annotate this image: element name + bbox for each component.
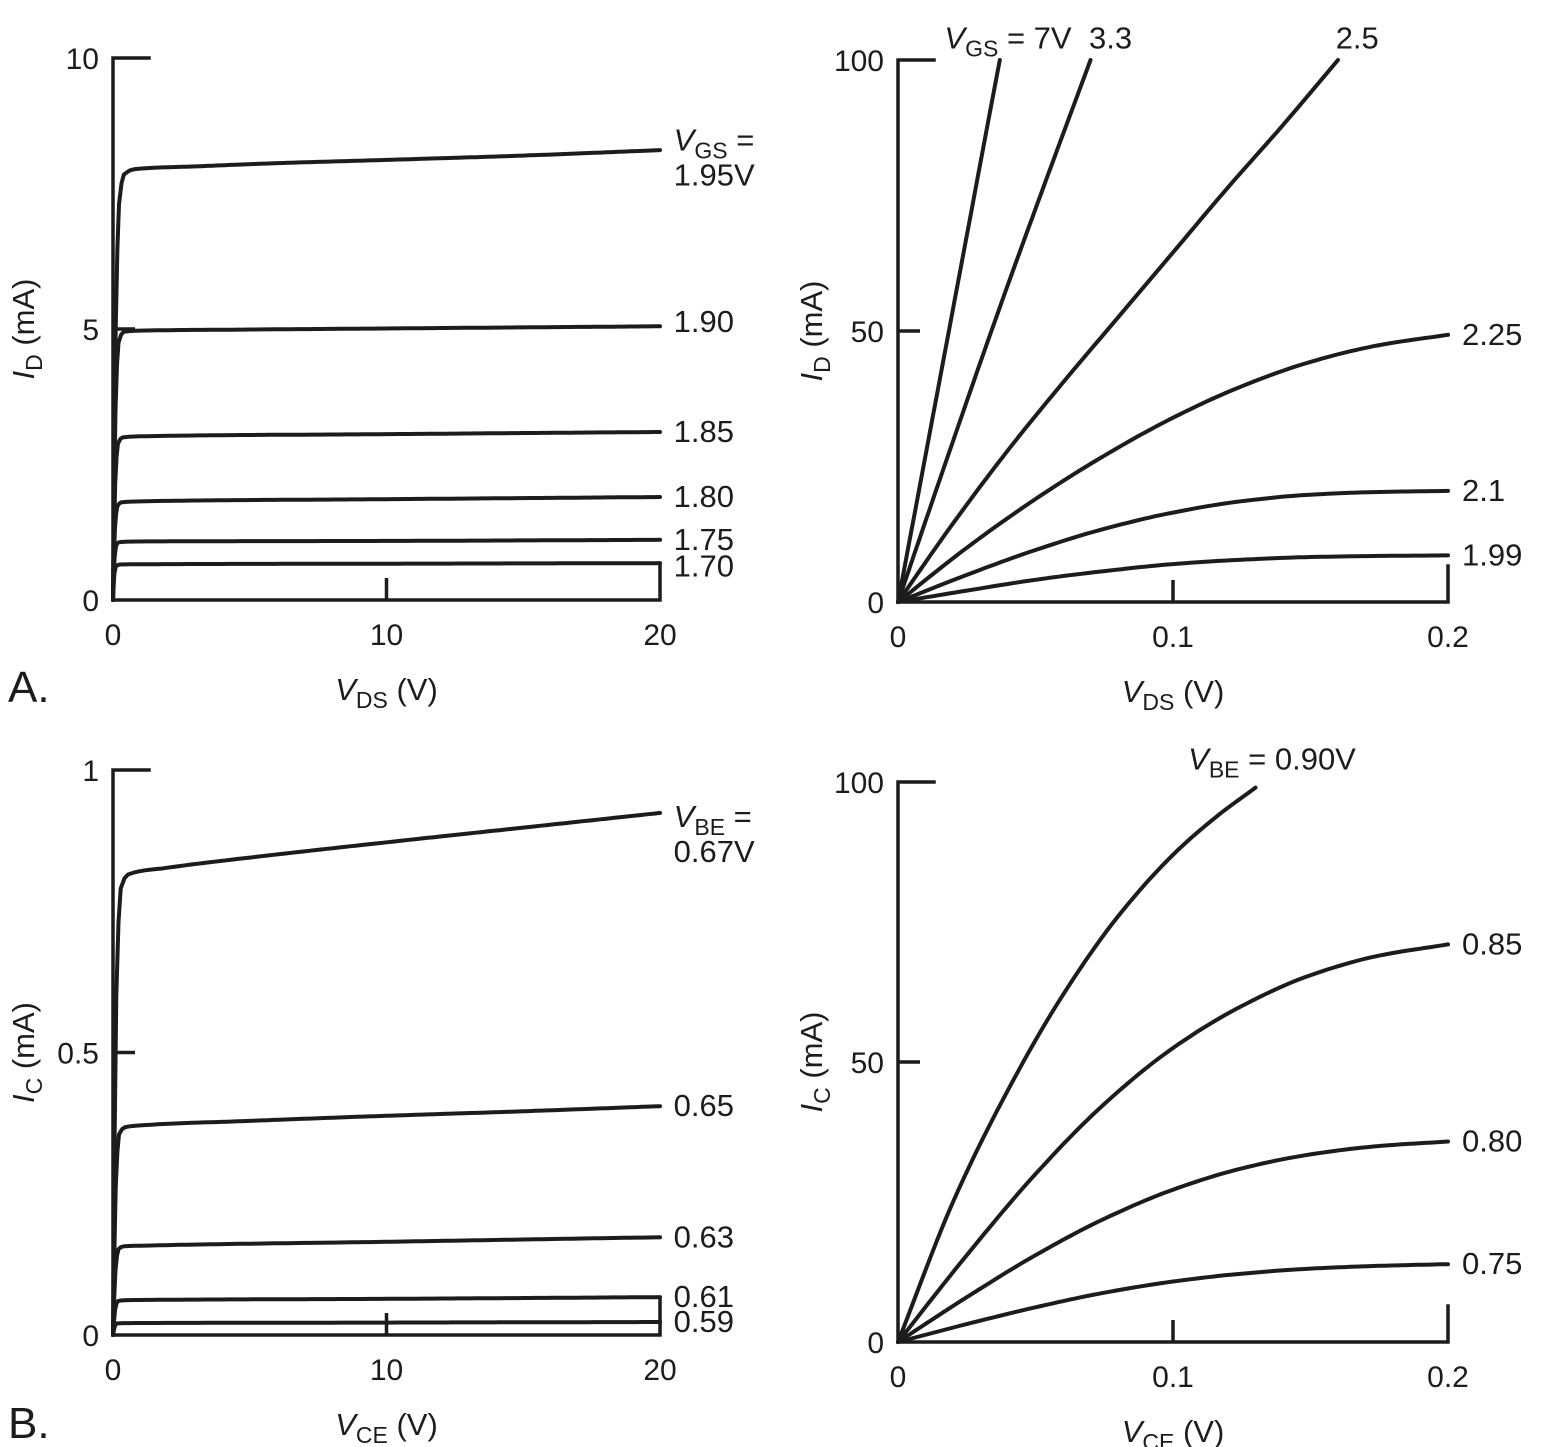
y-tick-label: 0 [867, 587, 884, 620]
y-tick-label: 50 [851, 1047, 884, 1080]
chart-mosfet-output-wide: 0 5 10 0 10 20 VDS (V) ID (mA) VGS =1.95V 1.90 1.8… [6, 43, 755, 713]
series-label: 2.5 [1336, 20, 1379, 55]
y-tick-label: 0 [82, 1320, 99, 1353]
x-axis-label: VCE (V) [1122, 1414, 1225, 1447]
series-label: 0.65 [674, 1088, 734, 1123]
series-label: 2.25 [1462, 317, 1522, 352]
curve-vgs-1.70-v [111, 561, 662, 602]
series-label: 0.63 [674, 1219, 734, 1254]
curve-vgs-2.1-v [896, 488, 1450, 604]
series-label: 3.3 [1089, 20, 1132, 55]
y-axis-label: ID (mA) [6, 278, 47, 379]
series-label: 0.59 [674, 1304, 734, 1339]
series-label: 1.85 [674, 414, 734, 449]
y-tick-label: 1 [82, 755, 99, 788]
series-label: 1.90 [674, 304, 734, 339]
panel-letter: B. [8, 1399, 50, 1447]
chart-bjt-output-zoom: 0 50 100 0 0.1 0.2 VCE (V) IC (mA) VBE = 0.90V 0.… [794, 742, 1522, 1447]
series-label: 0.85 [1462, 926, 1522, 961]
y-tick-label: 50 [851, 316, 884, 349]
y-tick-label: 10 [66, 43, 99, 76]
curve-vgs-1.75-v [111, 537, 662, 602]
series-label: 1.70 [674, 548, 734, 583]
curve-vbe-0.85-v [896, 942, 1450, 1344]
x-tick-label: 0.2 [1427, 1361, 1469, 1394]
curve-vgs-1.95-v [111, 148, 662, 602]
curve-vbe-0.90-v [896, 785, 1258, 1344]
x-axis-label: VDS (V) [1122, 674, 1225, 715]
series-label: 1.95V [674, 157, 755, 192]
curve-vgs-2.25-v [896, 332, 1450, 604]
curve-vgs-7-v [896, 58, 1002, 604]
x-axis-label: VCE (V) [335, 1407, 438, 1447]
curve-vgs-1.90-v [111, 324, 662, 602]
curve-vbe-0.75-v [896, 1262, 1450, 1344]
curve-vgs-3.3-v [896, 58, 1093, 604]
series-label: VBE = 0.90V [1188, 742, 1356, 783]
y-tick-label: 0 [867, 1327, 884, 1360]
series-label: 0.67V [674, 834, 755, 869]
curve-vbe-0.80-v [896, 1139, 1450, 1344]
x-tick-label: 10 [370, 619, 403, 652]
series-label: 0.61 [674, 1279, 734, 1314]
curve-vgs-1.80-v [111, 495, 662, 602]
curve-vgs-2.5-v [896, 58, 1340, 604]
series-label: 1.75 [674, 522, 734, 557]
x-tick-label: 20 [643, 619, 676, 652]
x-tick-label: 0.1 [1152, 1361, 1194, 1394]
x-tick-label: 20 [643, 1354, 676, 1387]
x-tick-label: 0.1 [1152, 621, 1194, 654]
series-label: VGS = 7V [944, 20, 1071, 61]
curve-vgs-1.99-v [896, 553, 1450, 604]
series-label: 1.99 [1462, 537, 1522, 572]
y-tick-label: 100 [834, 45, 884, 78]
x-tick-label: 0 [890, 1361, 907, 1394]
series-label: 1.80 [674, 479, 734, 514]
curve-vbe-0.65-v [111, 1104, 662, 1337]
chart-mosfet-output-zoom: 0 50 100 0 0.1 0.2 VDS (V) ID (mA) VGS = 7V 3.3 2.… [794, 20, 1522, 715]
x-axis-label: VDS (V) [335, 672, 438, 713]
y-axis-label: ID (mA) [794, 280, 835, 381]
series-label: 0.80 [1462, 1124, 1522, 1159]
curve-vbe-0.67-v [111, 810, 662, 1337]
y-axis-label: IC (mA) [6, 1002, 47, 1103]
series-label: VGS = [674, 122, 755, 163]
x-tick-label: 0.2 [1427, 621, 1469, 654]
series-label: 2.1 [1462, 473, 1505, 508]
series-label: 0.75 [1462, 1246, 1522, 1281]
y-tick-label: 0 [82, 585, 99, 618]
y-axis-label: IC (mA) [794, 1011, 835, 1112]
y-tick-label: 100 [834, 767, 884, 800]
y-tick-label: 5 [82, 314, 99, 347]
curve-vgs-1.85-v [111, 430, 662, 602]
curve-vbe-0.61-v [111, 1295, 662, 1337]
x-tick-label: 0 [105, 619, 122, 652]
panel-letter: A. [8, 663, 50, 712]
x-tick-label: 0 [105, 1354, 122, 1387]
curve-vbe-0.59-v [111, 1320, 662, 1337]
curve-vbe-0.63-v [111, 1235, 662, 1337]
y-tick-label: 0.5 [57, 1038, 99, 1071]
x-tick-label: 0 [890, 621, 907, 654]
series-label: VBE = [674, 799, 752, 840]
x-tick-label: 10 [370, 1354, 403, 1387]
